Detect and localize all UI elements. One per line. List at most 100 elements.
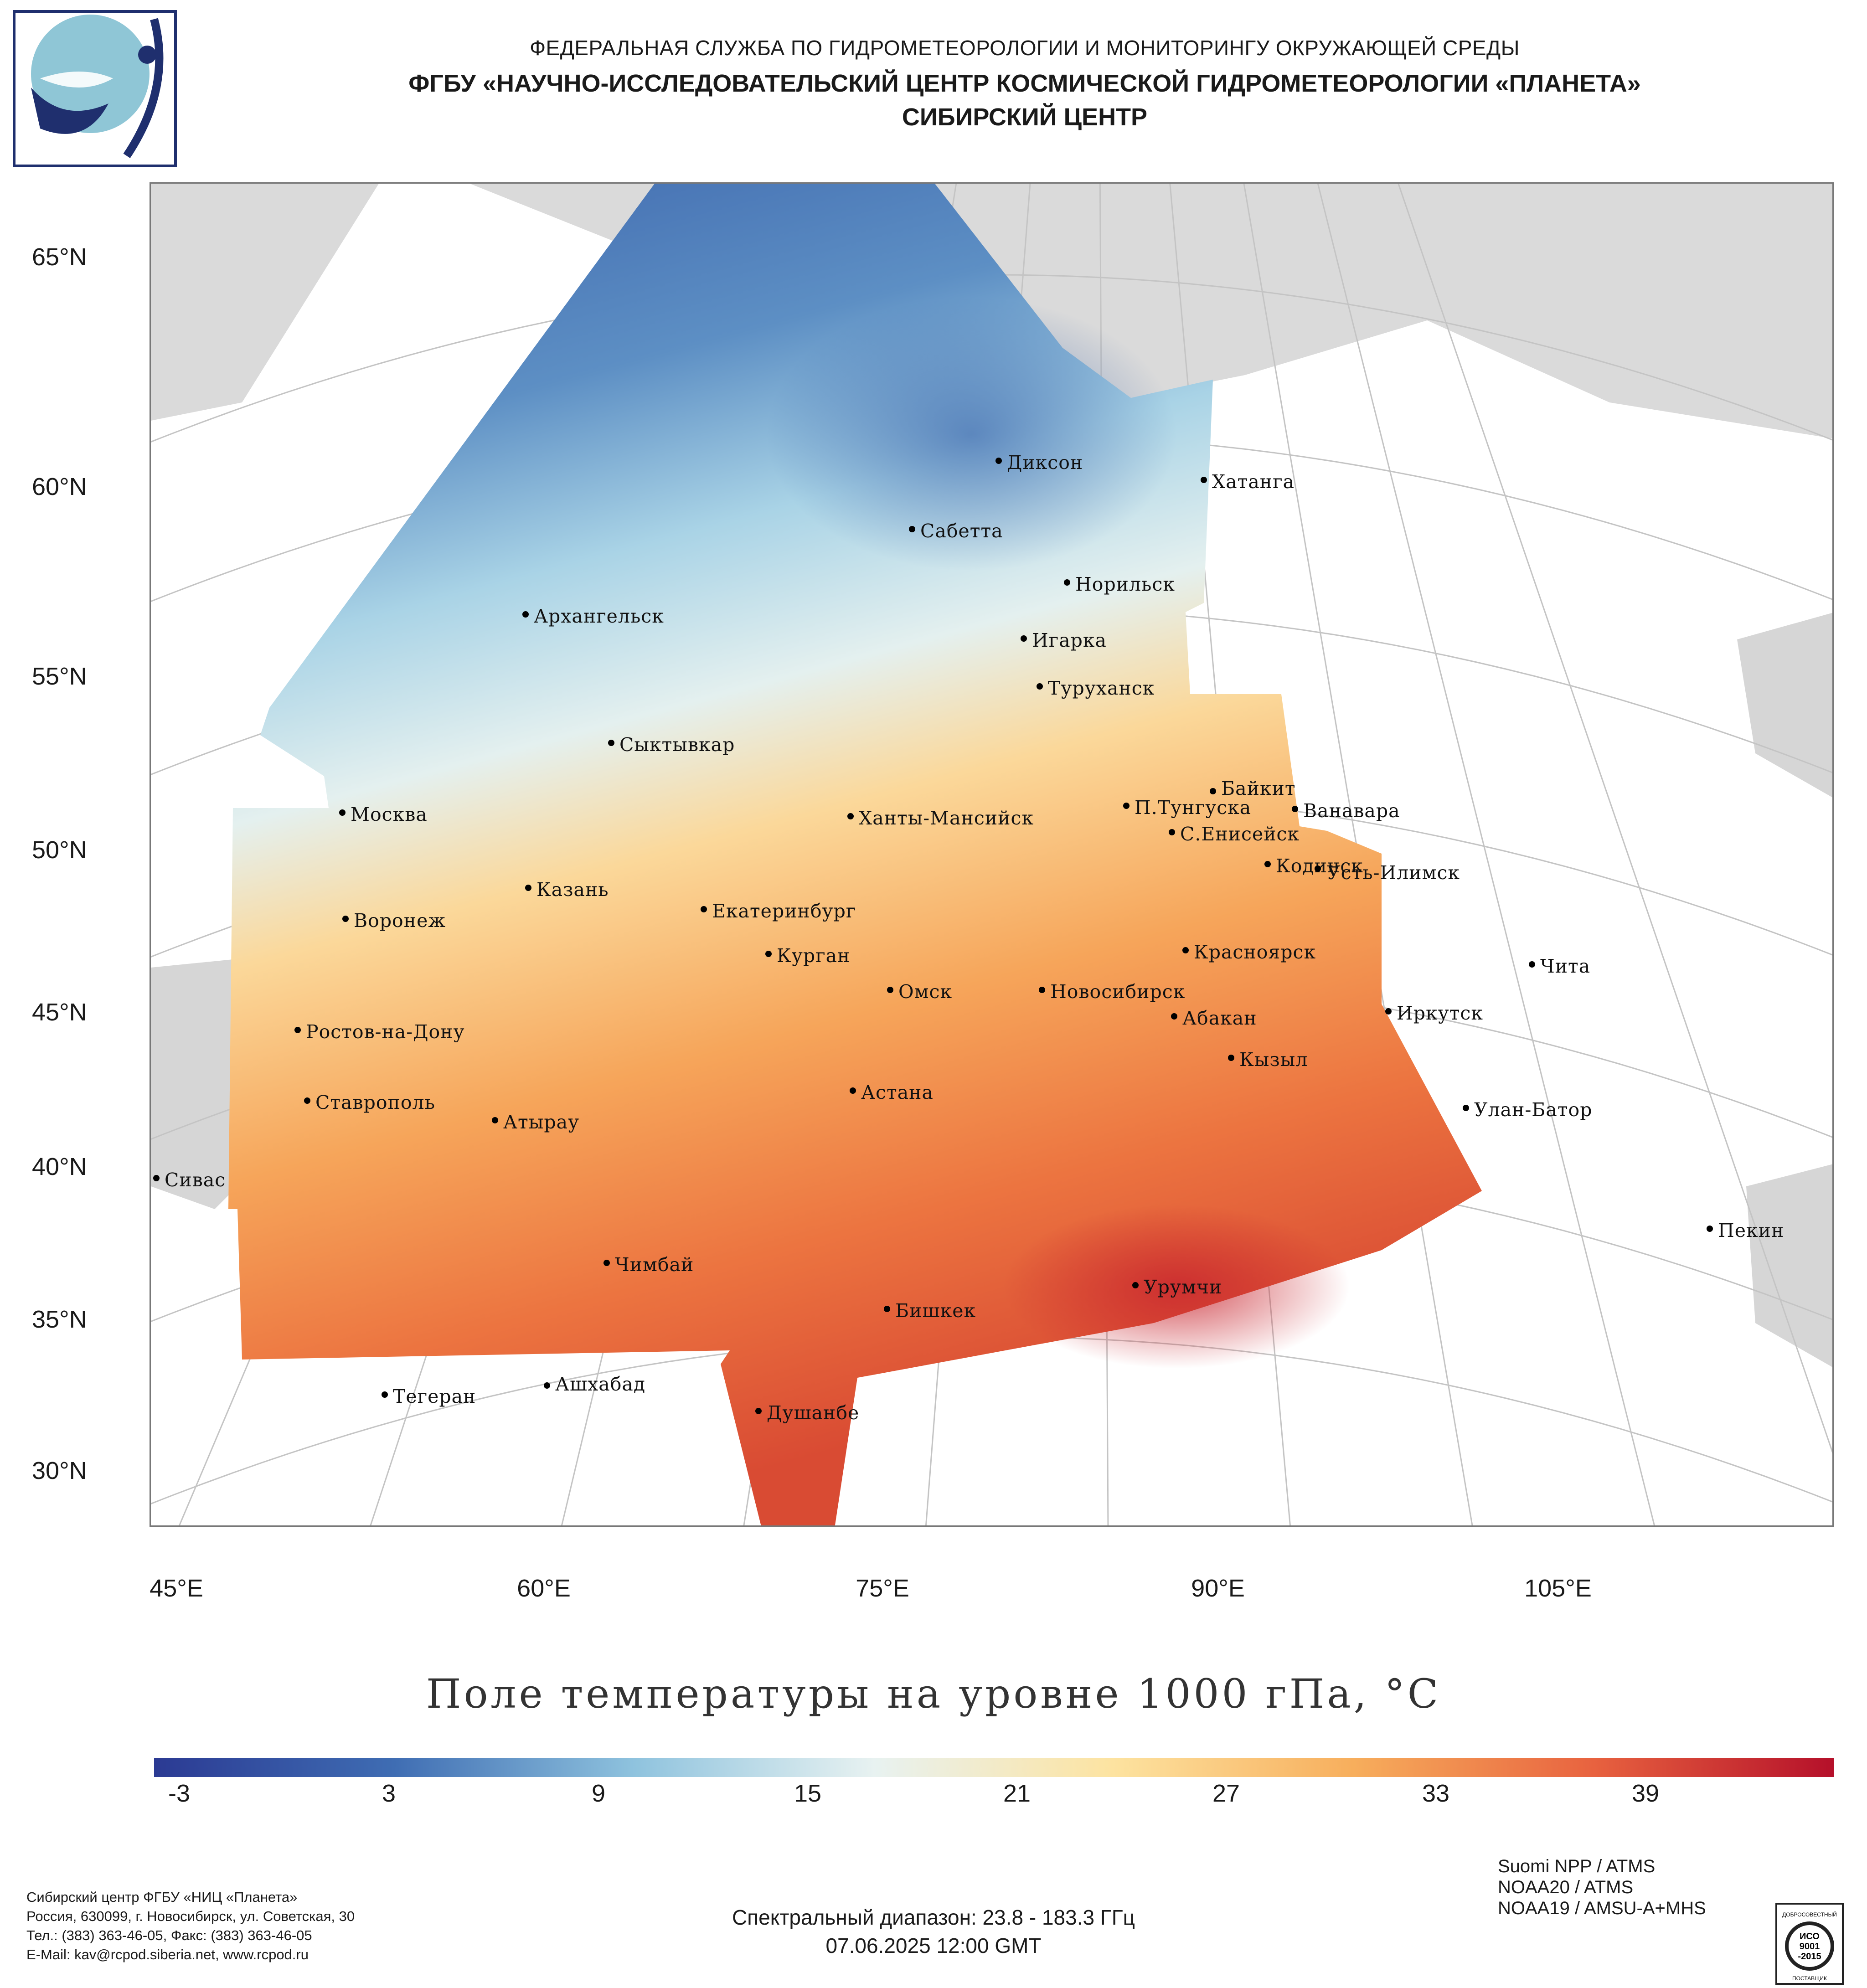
color-scale-bar (154, 1758, 1834, 1777)
city-label: Бишкек (895, 1300, 976, 1322)
city-marker (544, 1382, 550, 1389)
svg-text:-2015: -2015 (1798, 1952, 1821, 1962)
legend-title: Поле температуры на уровне 1000 гПа, °C (426, 1670, 1441, 1717)
city-marker (294, 1027, 301, 1033)
city-label: Кызыл (1239, 1049, 1308, 1071)
city-marker (887, 987, 893, 993)
city-label: Архангельск (534, 605, 664, 627)
city-marker (1228, 1055, 1234, 1061)
city-marker (153, 1175, 160, 1181)
city-marker (522, 611, 529, 618)
city-label: Сыктывкар (619, 734, 735, 756)
city-label: Игарка (1032, 629, 1107, 651)
city-marker (755, 1408, 762, 1414)
lat-label-30: 30°N (32, 1457, 87, 1484)
city-label: Байкит (1221, 778, 1296, 799)
planeta-logo (13, 10, 177, 167)
city-marker (1292, 806, 1298, 812)
city-marker (1021, 635, 1027, 642)
city-label: Омск (898, 981, 952, 1003)
header-institute: ФГБУ «НАУЧНО-ИССЛЕДОВАТЕЛЬСКИЙ ЦЕНТР КОС… (408, 70, 1641, 97)
spectral-range: Спектральный диапазон: 23.8 - 183.3 ГГц (732, 1906, 1135, 1929)
city-marker (1171, 1013, 1177, 1020)
city-label: Казань (536, 879, 609, 901)
city-marker (1463, 1105, 1469, 1111)
city-label: Ханты-Мансийск (859, 807, 1034, 829)
city-marker (1182, 947, 1189, 953)
lon-label-60: 60°E (517, 1575, 571, 1602)
city-marker (342, 916, 349, 922)
header-center: СИБИРСКИЙ ЦЕНТР (902, 103, 1148, 131)
city-label: Воронеж (354, 910, 446, 932)
city-label: Сабетта (920, 520, 1003, 542)
city-marker (525, 885, 531, 891)
city-marker (1169, 829, 1175, 835)
org-phone: Тел.: (383) 363-46-05, Факс: (383) 363-4… (26, 1927, 312, 1943)
city-label: Душанбе (767, 1402, 859, 1424)
city-label: Пекин (1718, 1220, 1784, 1241)
satellite-list: Suomi NPP / ATMS NOAA20 / ATMS NOAA19 / … (1498, 1856, 1706, 1919)
city-marker (1132, 1282, 1139, 1288)
satellite-item: NOAA20 / ATMS (1498, 1877, 1634, 1897)
city-label: Чимбай (615, 1254, 694, 1276)
city-label: Улан-Батор (1474, 1099, 1592, 1121)
city-marker (847, 813, 854, 819)
city-marker (304, 1097, 310, 1104)
city-label: Астана (861, 1082, 934, 1103)
legend-tick: 27 (1212, 1780, 1240, 1807)
city-label: Ростов-на-Дону (306, 1021, 465, 1043)
observation-datetime: 07.06.2025 12:00 GMT (825, 1934, 1042, 1957)
iso-certificate-badge: ДОБРОСОВЕСТНЫЙ ИСО 9001 -2015 ПОСТАВЩИК (1775, 1903, 1844, 1985)
org-email: E-Mail: kav@rcpod.siberia.net, www.rcpod… (26, 1947, 309, 1962)
city-label: Диксон (1007, 452, 1083, 474)
city-marker (701, 906, 707, 912)
org-contact: Сибирский центр ФГБУ «НИЦ «Планета» Росс… (26, 1888, 355, 1964)
city-label: Красноярск (1194, 941, 1316, 963)
city-marker (608, 740, 614, 746)
city-label: Иркутск (1397, 1002, 1483, 1024)
city-marker (1264, 861, 1271, 867)
legend-tick: 9 (591, 1780, 606, 1807)
city-marker (1210, 788, 1216, 794)
legend-tick: 33 (1422, 1780, 1450, 1807)
city-marker (1385, 1008, 1392, 1015)
svg-text:9001: 9001 (1800, 1942, 1820, 1952)
lon-label-90: 90°E (1191, 1575, 1245, 1602)
legend-tick: -3 (168, 1780, 191, 1807)
header-agency: ФЕДЕРАЛЬНАЯ СЛУЖБА ПО ГИДРОМЕТЕОРОЛОГИИ … (530, 36, 1520, 60)
city-marker (1201, 477, 1207, 483)
satellite-item: Suomi NPP / ATMS (1498, 1856, 1656, 1876)
city-marker (909, 526, 915, 532)
lat-label-55: 55°N (32, 663, 87, 690)
svg-text:ДОБРОСОВЕСТНЫЙ: ДОБРОСОВЕСТНЫЙ (1782, 1911, 1837, 1918)
city-marker (339, 809, 346, 816)
city-marker (1529, 961, 1535, 968)
city-label: Новосибирск (1050, 981, 1185, 1003)
city-marker (603, 1260, 610, 1266)
city-marker (995, 458, 1002, 464)
city-label: Ашхабад (555, 1373, 645, 1395)
city-marker (884, 1306, 890, 1312)
lat-label-60: 60°N (32, 473, 87, 500)
city-label: Москва (351, 803, 428, 825)
city-label: Абакан (1182, 1007, 1257, 1029)
city-label: Сивас (165, 1169, 226, 1191)
lat-label-65: 65°N (32, 243, 87, 271)
legend-tick: 21 (1003, 1780, 1031, 1807)
org-name: Сибирский центр ФГБУ «НИЦ «Планета» (26, 1889, 298, 1905)
city-label: Ставрополь (315, 1092, 435, 1113)
city-label: Атырау (503, 1111, 579, 1133)
legend-tick: 39 (1631, 1780, 1660, 1807)
lat-label-45: 45°N (32, 999, 87, 1026)
svg-text:ИСО: ИСО (1800, 1931, 1820, 1942)
city-label: Екатеринбург (712, 900, 856, 922)
lon-label-105: 105°E (1524, 1575, 1592, 1602)
city-marker (382, 1391, 388, 1398)
lat-label-50: 50°N (32, 836, 87, 864)
city-marker (1039, 987, 1045, 993)
satellite-item: NOAA19 / AMSU-A+MHS (1498, 1898, 1706, 1918)
legend-tick: 15 (794, 1780, 822, 1807)
city-label: Чита (1540, 955, 1590, 977)
city-marker (765, 951, 772, 957)
legend-tick: 3 (382, 1780, 396, 1807)
